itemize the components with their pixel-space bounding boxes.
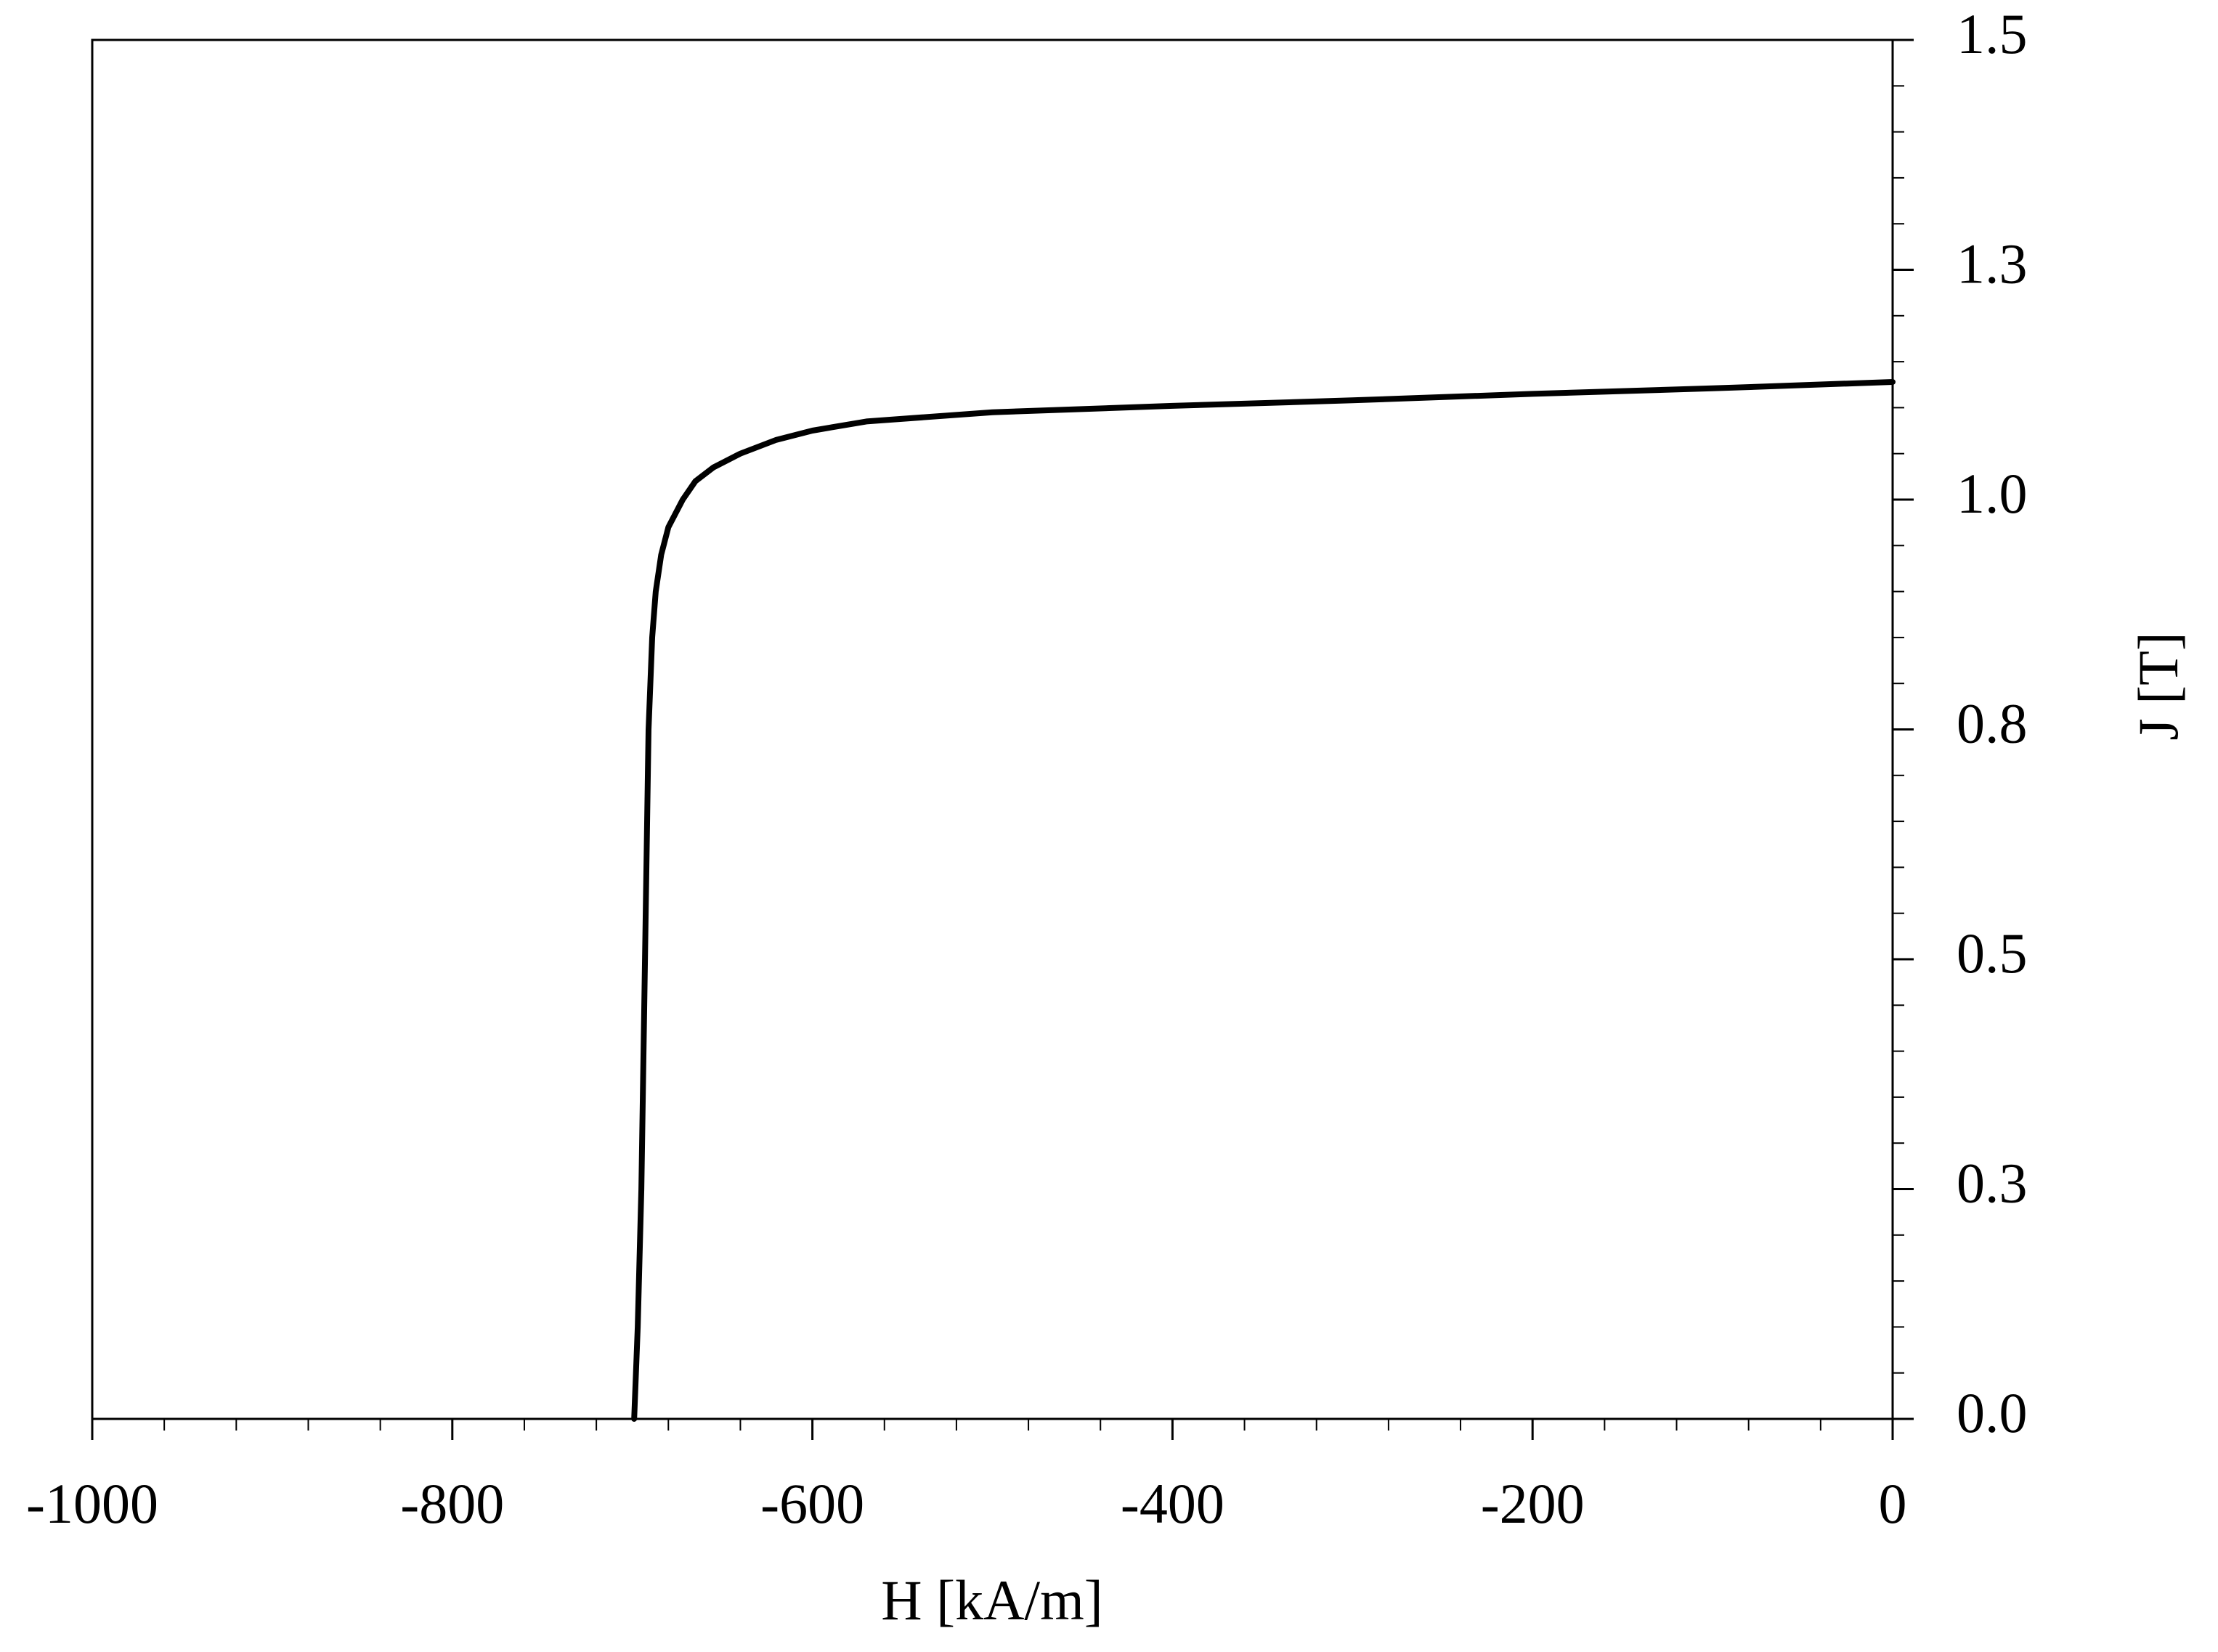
- x-tick-label: -800: [400, 1472, 504, 1535]
- x-tick-label: -600: [760, 1472, 864, 1535]
- data-line: [631, 379, 1896, 1422]
- y-tick-label: 1.5: [1957, 2, 2028, 65]
- y-tick-label: 0.8: [1957, 691, 2028, 754]
- x-tick-label: 0: [1879, 1472, 1907, 1535]
- x-tick-label: -1000: [26, 1472, 158, 1535]
- y-tick-label: 1.3: [1957, 232, 2028, 295]
- x-axis-label: H [kA/m]: [881, 1568, 1102, 1632]
- x-tick-label: -200: [1481, 1472, 1585, 1535]
- y-tick-label: 0.3: [1957, 1151, 2028, 1214]
- y-tick-label: 0.5: [1957, 921, 2028, 985]
- y-tick-label: 1.0: [1957, 462, 2028, 525]
- x-tick-label: -400: [1121, 1472, 1224, 1535]
- y-axis-label: J [T]: [2126, 632, 2190, 740]
- y-tick-label: 0.0: [1957, 1381, 2028, 1444]
- plot-frame: [91, 38, 1894, 1420]
